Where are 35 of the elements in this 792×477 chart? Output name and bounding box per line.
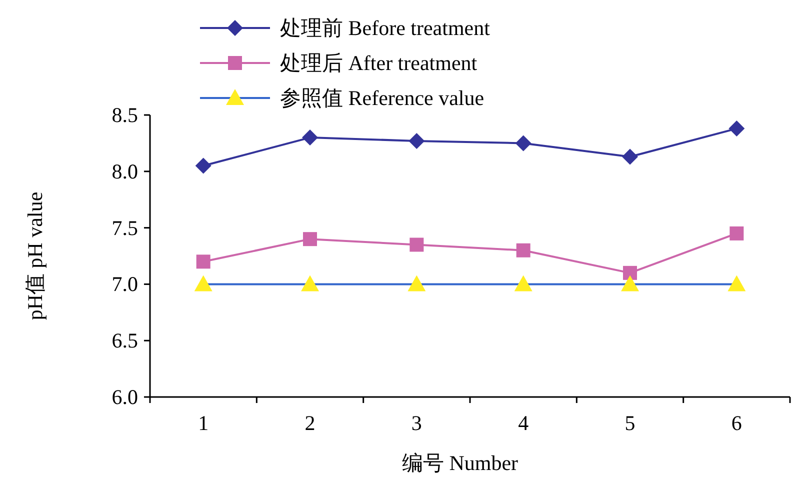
point — [408, 132, 425, 149]
point — [730, 226, 744, 240]
point — [410, 238, 424, 252]
point — [728, 120, 745, 137]
legend-label: 处理前 Before treatment — [280, 16, 490, 40]
point — [195, 158, 212, 174]
x-tick-label: 4 — [518, 411, 530, 435]
point — [728, 275, 746, 292]
point — [623, 266, 637, 280]
y-tick-label: 6.0 — [112, 385, 138, 409]
y-tick-label: 7.0 — [112, 272, 138, 296]
point — [303, 232, 317, 246]
point — [515, 135, 532, 152]
x-tick-label: 6 — [731, 411, 742, 435]
point — [516, 243, 530, 258]
x-tick-label: 5 — [624, 411, 636, 435]
point — [301, 275, 319, 292]
point — [408, 275, 426, 292]
point — [514, 275, 532, 292]
y-tick-label: 8.0 — [112, 159, 138, 184]
y-tick-label: 7.5 — [112, 216, 138, 240]
legend-label: 处理后 After treatment — [280, 51, 478, 75]
point — [302, 130, 318, 146]
x-tick-label: 2 — [304, 411, 316, 435]
y-axis-title: pH值 pH value — [23, 192, 47, 320]
point — [621, 275, 639, 292]
point — [622, 148, 638, 165]
point — [196, 254, 210, 269]
y-tick-label: 8.5 — [112, 103, 138, 127]
point — [194, 275, 212, 292]
y-tick-label: 6.5 — [112, 328, 138, 353]
x-tick-label: 1 — [198, 411, 209, 435]
legend-label: 参照值 Reference value — [280, 86, 484, 110]
x-axis-title: 编号 Number — [402, 451, 518, 475]
x-tick-label: 3 — [411, 411, 422, 435]
